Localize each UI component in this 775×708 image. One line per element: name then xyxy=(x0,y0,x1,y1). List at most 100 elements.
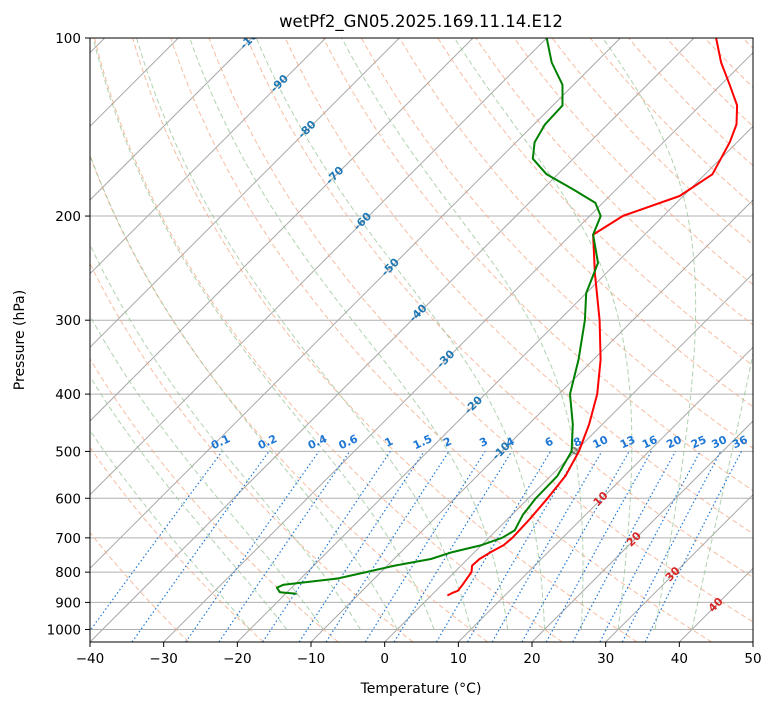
dry-adiabat-line xyxy=(90,531,190,642)
mixing-ratio-label: 25 xyxy=(689,433,708,451)
moist-adiabat-line xyxy=(341,38,584,630)
background-lines xyxy=(90,38,753,642)
mixing-ratio-line xyxy=(131,451,270,642)
chart-title: wetPf2_GN05.2025.169.11.14.E12 xyxy=(279,12,563,32)
y-axis: 100 200 300 400 500 600 700 800 900 1000 xyxy=(47,31,90,638)
isotherm-line xyxy=(531,420,753,642)
dewpoint-line xyxy=(275,38,602,595)
isotherm-line xyxy=(90,38,400,349)
x-tick-label: −20 xyxy=(223,651,252,667)
isotherm-line xyxy=(457,346,753,642)
dry-adiabat-line xyxy=(475,38,753,326)
isotherm-line xyxy=(90,38,327,275)
y-tick-label: 600 xyxy=(55,491,81,507)
isotherm-label: 10 xyxy=(591,489,611,509)
x-tick-label: 10 xyxy=(450,651,467,667)
x-tick-label: 0 xyxy=(380,651,389,667)
dry-adiabat-line xyxy=(246,38,753,578)
mixing-ratio-line xyxy=(435,451,552,642)
dry-adiabat-line xyxy=(704,38,753,88)
moist-adiabat-line xyxy=(90,243,361,630)
moist-adiabat-line xyxy=(255,38,545,630)
dry-adiabat-line xyxy=(132,38,638,642)
isotherm-line xyxy=(90,38,253,201)
moist-adiabat-line xyxy=(92,38,435,630)
dry-adiabat-line xyxy=(666,38,753,128)
mixing-ratio-line xyxy=(545,451,652,642)
mixing-ratio-line xyxy=(599,451,701,642)
x-axis-title: Temperature (°C) xyxy=(360,681,482,697)
dry-adiabat-line xyxy=(90,446,264,642)
dry-adiabat-line xyxy=(208,38,753,623)
isotherm-line xyxy=(90,38,621,570)
mixing-ratio-line xyxy=(218,451,351,642)
isotherm-line xyxy=(678,567,753,642)
mixing-ratio-label: 0.1 xyxy=(209,432,232,452)
moist-adiabat-line xyxy=(691,351,753,630)
isotherm-line xyxy=(90,38,695,642)
mixing-ratio-label: 30 xyxy=(710,433,730,451)
mixing-ratio-label: 1 xyxy=(383,435,395,450)
isotherm-line xyxy=(752,641,753,642)
mixing-ratio-line xyxy=(325,451,450,642)
moist-adiabat-line xyxy=(90,315,324,630)
mixing-ratio-line xyxy=(572,451,677,642)
y-tick-label: 700 xyxy=(55,531,81,547)
isotherm-line xyxy=(384,272,753,642)
y-tick-label: 800 xyxy=(55,565,81,581)
moist-adiabat-line xyxy=(602,38,697,630)
profile-lines xyxy=(275,38,739,597)
y-tick-label: 500 xyxy=(55,444,81,460)
mixing-ratio-line xyxy=(185,451,320,642)
mixing-ratio-line xyxy=(90,451,223,632)
mixing-ratio-label: 2 xyxy=(441,435,453,450)
y-tick-label: 300 xyxy=(55,313,81,329)
mixing-ratio-label: 13 xyxy=(618,433,637,451)
dry-adiabat-line xyxy=(94,38,563,642)
dry-adiabat-line xyxy=(589,38,753,206)
mixing-ratio-line xyxy=(621,451,722,642)
mixing-ratio-line xyxy=(298,451,425,642)
mixing-ratio-line xyxy=(393,451,513,642)
mixing-ratio-label: 16 xyxy=(640,433,660,451)
mixing-ratio-label: 10 xyxy=(591,433,611,451)
y-tick-label: 400 xyxy=(55,387,81,403)
mixing-ratio-label: 0.4 xyxy=(306,432,329,452)
x-tick-label: 50 xyxy=(744,651,761,667)
dry-adiabat-line xyxy=(90,262,414,642)
dry-adiabat-line xyxy=(742,38,753,49)
x-tick-label: 40 xyxy=(671,651,688,667)
x-tick-label: 30 xyxy=(597,651,614,667)
x-tick-label: −40 xyxy=(76,651,105,667)
x-axis: −40 −30 −20 −10 0 10 20 30 40 50 xyxy=(76,642,762,667)
mixing-ratio-label: 20 xyxy=(664,433,684,451)
dry-adiabat-line xyxy=(437,38,753,367)
dry-adiabat-line xyxy=(551,38,753,246)
dry-adiabat-line xyxy=(399,38,753,408)
moist-adiabat-line xyxy=(136,38,472,630)
isotherm-line xyxy=(163,51,753,642)
dry-adiabat-line xyxy=(284,38,753,535)
moist-adiabat-line xyxy=(453,38,633,630)
isotherm-line xyxy=(236,125,753,642)
y-tick-label: 900 xyxy=(55,595,81,611)
y-axis-title: Pressure (hPa) xyxy=(12,290,28,390)
isotherm-line xyxy=(90,38,548,496)
mixing-ratio-label: 3 xyxy=(477,435,489,450)
dry-adiabat-line xyxy=(361,38,753,449)
mixing-ratio-line xyxy=(521,451,630,642)
plot-frame xyxy=(89,37,754,643)
dry-adiabat-line xyxy=(513,38,753,286)
dry-adiabat-line xyxy=(322,38,753,492)
isotherm-line xyxy=(90,38,474,422)
moist-adiabat-line xyxy=(90,375,288,630)
x-tick-label: −10 xyxy=(297,651,326,667)
dry-adiabat-line xyxy=(90,357,339,642)
moist-adiabat-line xyxy=(90,153,398,630)
mixing-ratio-line xyxy=(262,451,391,642)
mixing-ratio-label: 6 xyxy=(543,435,556,450)
x-tick-label: −30 xyxy=(149,651,178,667)
dry-adiabat-line xyxy=(170,38,712,642)
y-tick-label: 100 xyxy=(55,31,81,47)
